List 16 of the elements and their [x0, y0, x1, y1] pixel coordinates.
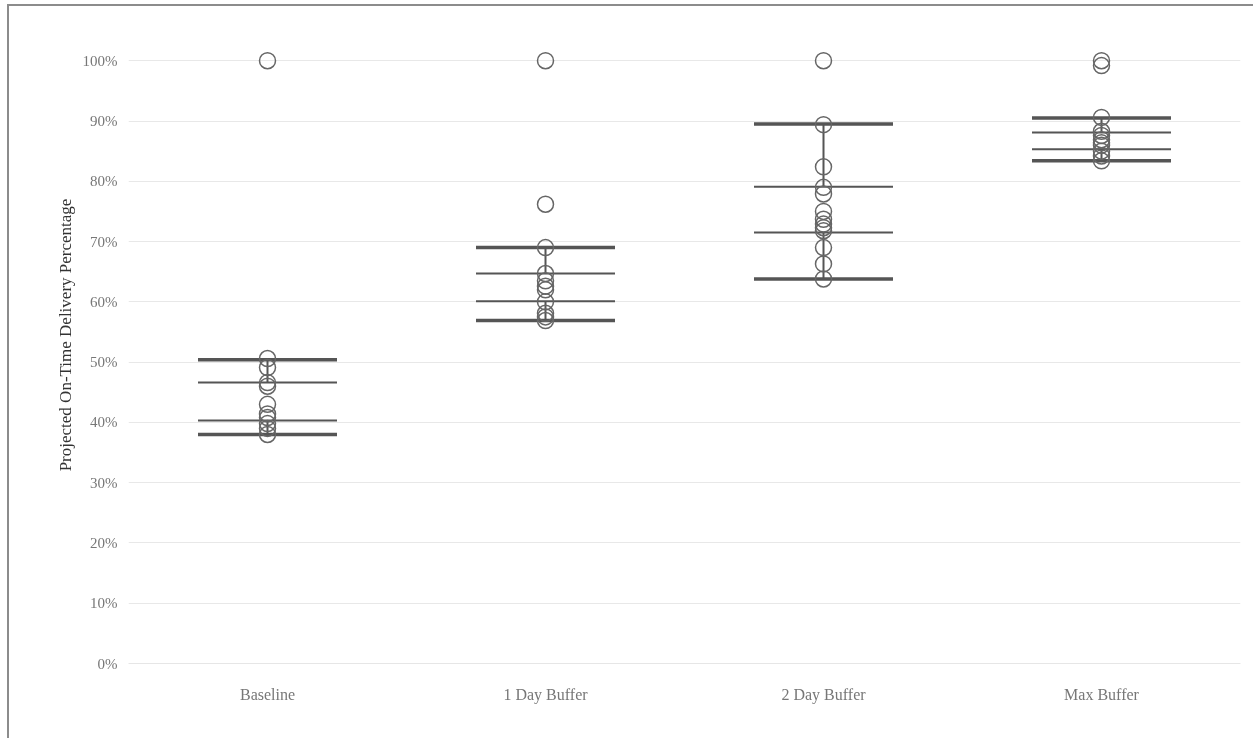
y-tick-label: 10% — [90, 595, 118, 612]
y-tick-label: 50% — [90, 354, 118, 371]
y-tick-label: 0% — [97, 655, 118, 672]
x-tick-label: 1 Day Buffer — [503, 685, 589, 704]
y-tick-label: 60% — [90, 293, 118, 310]
y-tick-label: 70% — [90, 233, 118, 250]
y-tick-label: 80% — [90, 173, 118, 190]
y-tick-label: 40% — [90, 414, 118, 431]
y-tick-label: 30% — [90, 474, 118, 491]
y-tick-label: 90% — [90, 113, 118, 130]
y-tick-label: 100% — [82, 52, 118, 69]
x-tick-label: Baseline — [239, 685, 296, 703]
y-axis-title: Projected On-Time Delivery Percentage — [55, 198, 75, 472]
x-tick-label: 2 Day Buffer — [781, 685, 867, 704]
y-tick-label: 20% — [90, 534, 118, 551]
x-tick-label: Max Buffer — [1064, 685, 1140, 703]
